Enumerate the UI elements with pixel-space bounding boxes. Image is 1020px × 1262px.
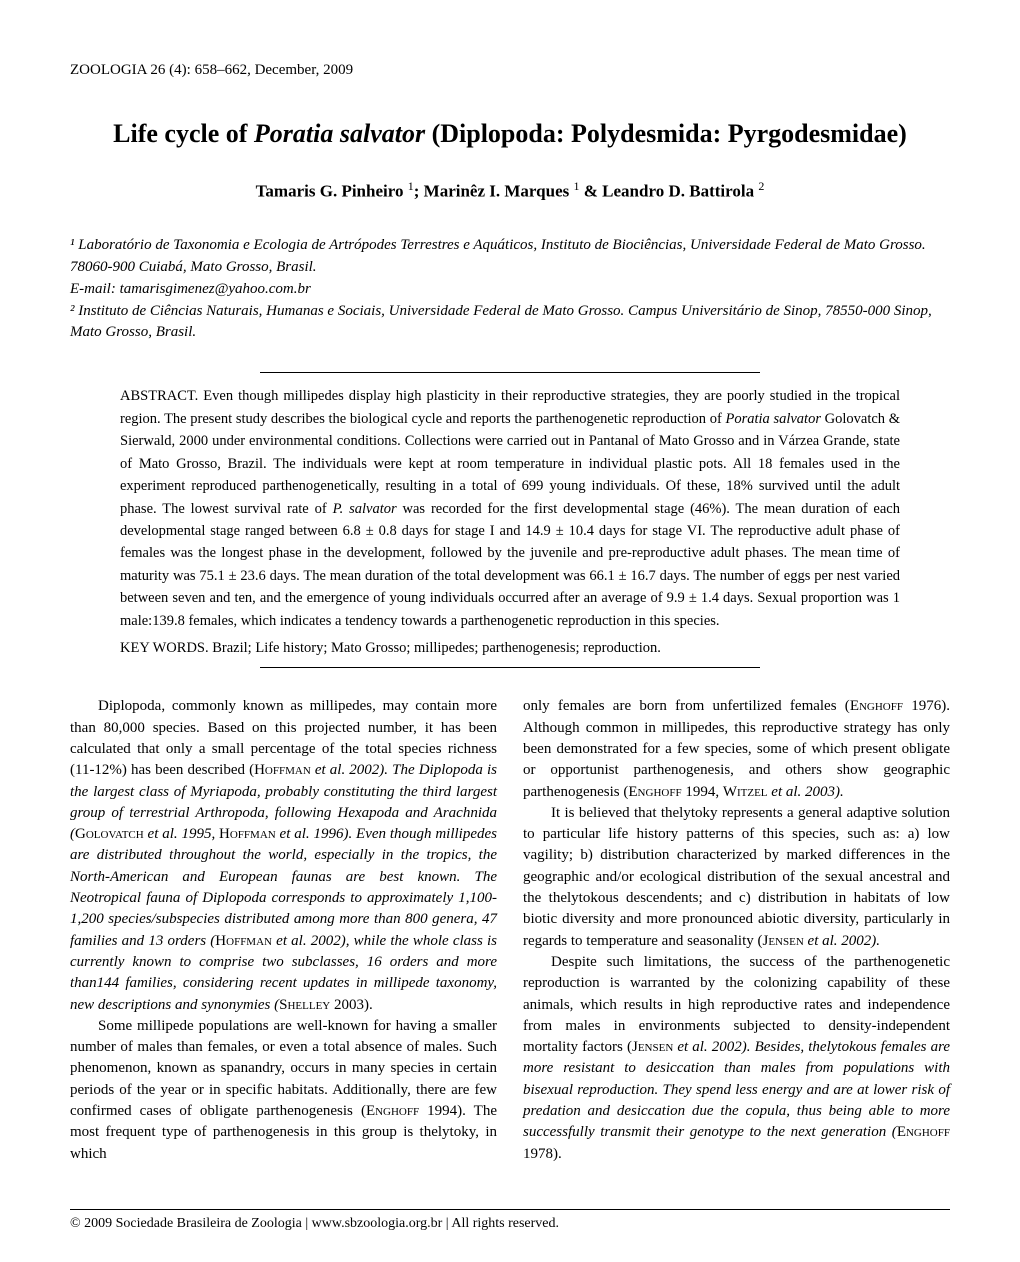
- cite: Jensen: [763, 933, 804, 949]
- author-sep1: ;: [414, 181, 424, 200]
- col1-p1: Diplopoda, commonly known as millipedes,…: [70, 696, 497, 1015]
- column-right: only females are born from unfertilized …: [523, 696, 950, 1165]
- author-3-sup: 2: [758, 179, 764, 193]
- t: It is believed that thelytoky represents…: [523, 805, 950, 949]
- abstract-t3: was recorded for the first developmental…: [120, 501, 900, 629]
- article-title: Life cycle of Poratia salvator (Diplopod…: [70, 117, 950, 151]
- title-species: Poratia salvator: [254, 119, 425, 148]
- author-sep2: &: [580, 181, 603, 200]
- cite: Enghoff: [366, 1103, 419, 1119]
- keywords-label: KEY WORDS.: [120, 640, 212, 656]
- col1-p2: Some millipede populations are well-know…: [70, 1016, 497, 1165]
- footer-text: © 2009 Sociedade Brasileira de Zoologia …: [70, 1216, 559, 1231]
- cite: Hoffman: [219, 826, 276, 842]
- body-columns: Diplopoda, commonly known as millipedes,…: [70, 696, 950, 1165]
- affil-email: E-mail: tamarisgimenez@yahoo.com.br: [70, 279, 950, 301]
- journal-header: ZOOLOGIA 26 (4): 658–662, December, 2009: [70, 62, 950, 79]
- t: et al. 2002).: [804, 933, 880, 949]
- rule-bottom: [260, 667, 760, 668]
- t: et al. 1996). Even though millipedes are…: [70, 826, 497, 948]
- t: only females are born from unfertilized …: [523, 698, 850, 714]
- abstract-text: ABSTRACT. Even though millipedes display…: [120, 385, 900, 632]
- abstract-sp1: Poratia salvator: [725, 411, 821, 427]
- keywords: KEY WORDS. Brazil; Life history; Mato Gr…: [120, 640, 900, 657]
- title-pre: Life cycle of: [113, 119, 254, 148]
- abstract-block: ABSTRACT. Even though millipedes display…: [70, 372, 950, 668]
- rule-top: [260, 372, 760, 373]
- cite: Golovatch: [75, 826, 144, 842]
- abstract-sp2: P. salvator: [333, 501, 397, 517]
- affil-1: ¹ Laboratório de Taxonomia e Ecologia de…: [70, 235, 950, 279]
- keywords-text: Brazil; Life history; Mato Grosso; milli…: [212, 640, 661, 656]
- column-left: Diplopoda, commonly known as millipedes,…: [70, 696, 497, 1165]
- cite: Witzel: [723, 784, 768, 800]
- authors-line: Tamaris G. Pinheiro 1; Marinêz I. Marque…: [70, 179, 950, 202]
- t: 1994,: [682, 784, 723, 800]
- t: et al. 2003).: [768, 784, 844, 800]
- t: 1978).: [523, 1146, 562, 1162]
- t: et al. 1995,: [144, 826, 219, 842]
- t: 2003).: [330, 997, 373, 1013]
- cite: Enghoff: [850, 698, 903, 714]
- abstract-label: ABSTRACT.: [120, 388, 203, 404]
- author-1: Tamaris G. Pinheiro: [256, 181, 404, 200]
- col2-p3: Despite such limitations, the success of…: [523, 952, 950, 1165]
- col2-p2: It is believed that thelytoky represents…: [523, 803, 950, 952]
- author-3: Leandro D. Battirola: [602, 181, 754, 200]
- affil-2: ² Instituto de Ciências Naturais, Humana…: [70, 301, 950, 345]
- cite: Enghoff: [897, 1124, 950, 1140]
- title-post: (Diplopoda: Polydesmida: Pyrgodesmidae): [425, 119, 907, 148]
- cite: Hoffman: [215, 933, 272, 949]
- col2-p1: only females are born from unfertilized …: [523, 696, 950, 802]
- author-2: Marinêz I. Marques: [424, 181, 570, 200]
- cite: Shelley: [279, 997, 330, 1013]
- cite: Enghoff: [628, 784, 681, 800]
- affiliations: ¹ Laboratório de Taxonomia e Ecologia de…: [70, 235, 950, 344]
- cite: Hoffman: [254, 762, 311, 778]
- footer: © 2009 Sociedade Brasileira de Zoologia …: [70, 1209, 950, 1232]
- cite: Jensen: [632, 1039, 673, 1055]
